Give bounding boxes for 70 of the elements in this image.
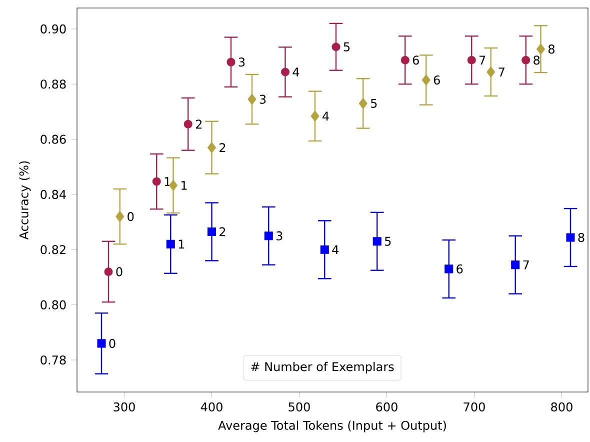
point	[280, 68, 290, 76]
annotation: 2	[220, 143, 226, 152]
annotation: 2	[196, 120, 202, 129]
annotation: 2	[220, 227, 226, 236]
x-tick-label: 600	[376, 402, 398, 412]
annotation: 5	[384, 236, 391, 246]
point	[184, 120, 192, 128]
point	[310, 110, 320, 122]
x-axis-title: Average Total Tokens (Input + Output)	[218, 420, 446, 432]
point	[422, 74, 430, 86]
annotation: 1	[182, 181, 187, 190]
annotation: 4	[322, 112, 329, 121]
y-tick-label: 0.88	[40, 80, 66, 89]
y-tick-label: 0.84	[40, 190, 66, 200]
annotation: 7	[480, 56, 486, 65]
point	[320, 245, 329, 254]
point	[522, 56, 530, 64]
y-tick-label: 0.78	[40, 355, 66, 365]
point	[207, 142, 216, 154]
point	[372, 237, 382, 246]
annotation: 6	[434, 75, 440, 85]
y-tick-label: 0.80	[40, 300, 66, 310]
annotation: 1	[178, 240, 184, 248]
x-tick-label: 300	[114, 402, 135, 412]
point	[486, 66, 496, 78]
annotation: 8	[578, 232, 584, 242]
annotation: 0	[116, 267, 122, 276]
annotation: 7	[523, 260, 529, 270]
point	[566, 233, 575, 242]
annotation: 3	[260, 94, 266, 104]
annotation: 6	[456, 264, 463, 274]
x-tick-label: 400	[200, 402, 222, 412]
x-tick-label: 500	[288, 402, 310, 412]
annotation: 4	[292, 68, 300, 76]
annotation: 6	[412, 56, 419, 65]
point	[248, 94, 256, 105]
annotation: 5	[370, 98, 377, 108]
annotation: 1	[164, 177, 170, 186]
annotation: 3	[276, 231, 282, 240]
annotation: 0	[109, 338, 116, 348]
point	[264, 232, 273, 240]
point	[536, 43, 546, 55]
point	[116, 210, 124, 222]
point	[358, 98, 368, 110]
point	[207, 227, 216, 236]
point	[400, 56, 410, 64]
point	[166, 240, 175, 248]
annotation: # Number of Exemplars	[251, 362, 394, 374]
annotation: 3	[238, 58, 245, 67]
point	[168, 180, 178, 191]
annotation: 8	[548, 44, 554, 54]
annotation: 5	[344, 42, 350, 52]
annotation: 7	[498, 68, 504, 76]
point	[444, 264, 454, 274]
point	[226, 58, 236, 66]
y-tick-label: 0.82	[40, 245, 66, 254]
annotation: 8	[534, 56, 540, 65]
y-axis-title: Accuracy (%)	[19, 161, 31, 240]
point	[152, 177, 161, 186]
y-tick-label: 0.90	[40, 24, 66, 34]
point	[104, 267, 113, 276]
x-tick-label: 800	[551, 402, 572, 412]
point	[97, 339, 106, 348]
point	[511, 260, 520, 270]
point	[467, 56, 476, 64]
y-tick-label: 0.86	[40, 134, 66, 144]
x-tick-label: 700	[464, 402, 485, 412]
annotation: 0	[128, 212, 134, 222]
point	[332, 42, 340, 52]
annotation: 4	[332, 245, 339, 254]
